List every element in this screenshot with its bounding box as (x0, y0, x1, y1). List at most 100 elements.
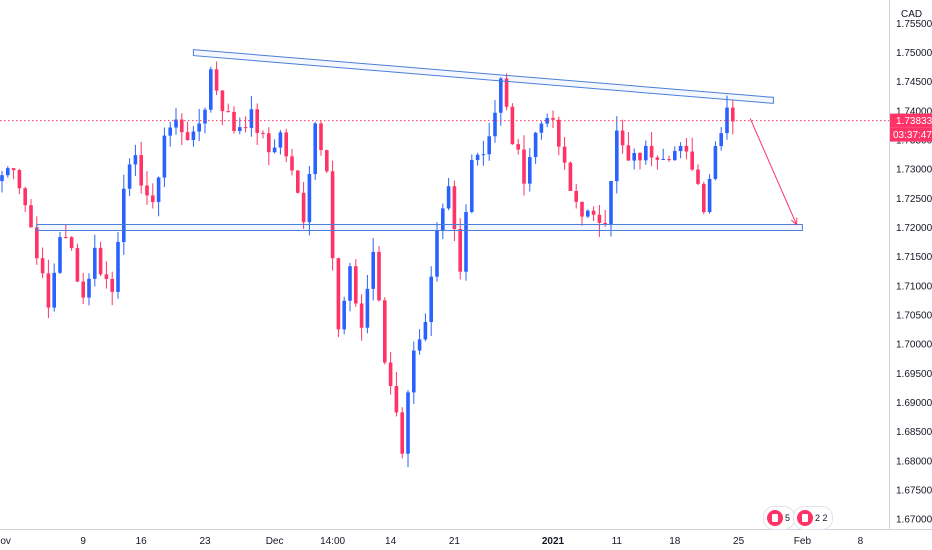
candle-body (412, 350, 416, 393)
candle-body (609, 181, 613, 225)
candle-body (40, 258, 45, 274)
candle-body (702, 183, 706, 213)
candle-body (168, 127, 172, 136)
candle-body (655, 157, 660, 160)
candle-body (325, 150, 329, 172)
y-tick-label: 1.70000 (896, 340, 932, 351)
candle-body (522, 149, 526, 184)
candle-body (127, 164, 132, 189)
candle-body (620, 130, 625, 146)
candle-body (400, 412, 404, 454)
candle-body (597, 214, 602, 223)
candle-body (93, 247, 97, 279)
event-group-1[interactable]: 5 (763, 506, 796, 530)
candle-body (713, 146, 718, 179)
y-tick-label: 1.70500 (896, 310, 932, 321)
currency-label: CAD (901, 9, 922, 20)
candle-body (29, 205, 33, 228)
last-price-tag: 1.73833 (890, 113, 932, 128)
time-axis[interactable]: Nov 9 16 23 Dec 14:00 14 21 2021 11 18 25 Feb 8 (0, 536, 864, 547)
candle-body (104, 274, 109, 279)
candle-body (441, 208, 445, 231)
candle-body (58, 237, 62, 273)
candle-body (690, 151, 694, 170)
candle-body (197, 123, 201, 132)
candle-body (615, 130, 619, 182)
candle-body (162, 135, 167, 178)
candle-body (528, 157, 532, 184)
candle-body (185, 132, 190, 140)
candle-body (446, 186, 451, 209)
y-tick-label: 1.75000 (896, 48, 932, 59)
x-tick-label: 25 (733, 536, 745, 547)
candle-body (539, 123, 544, 133)
candle-body (243, 127, 248, 129)
candle-body (209, 69, 213, 110)
candle-body (336, 258, 341, 330)
candles-layer (0, 61, 735, 468)
candle-body (551, 118, 555, 120)
candle-body (510, 106, 515, 145)
candle-body (394, 386, 399, 413)
candle-body (632, 153, 636, 161)
candle-body (278, 132, 283, 148)
x-tick-label: 18 (669, 536, 681, 547)
drawings-layer (36, 49, 803, 232)
candle-body (23, 188, 27, 206)
x-tick-label: 14:00 (320, 536, 345, 547)
event-group-2[interactable]: 2 2 (793, 506, 833, 530)
candle-body (180, 119, 184, 133)
y-tick-label: 1.67000 (896, 515, 932, 526)
candle-body (238, 127, 242, 131)
y-tick-label: 1.69000 (896, 398, 932, 409)
candle-body (562, 146, 567, 163)
candle-body (429, 276, 433, 322)
y-tick-label: 1.74000 (896, 106, 932, 117)
x-tick-label: Nov (0, 536, 11, 547)
x-tick-label: 8 (858, 536, 864, 547)
candle-body (493, 112, 497, 137)
candle-body (6, 168, 10, 176)
candle-body (644, 145, 648, 161)
candle-body (313, 123, 317, 175)
candle-body (586, 210, 590, 217)
candle-body (52, 272, 56, 308)
last-price-value: 1.73833 (896, 116, 932, 127)
candle-body (499, 78, 503, 113)
candle-body (574, 190, 578, 202)
candle-body (388, 362, 393, 387)
candle-body (156, 177, 161, 203)
candle-body (133, 155, 138, 165)
candle-body (301, 192, 306, 223)
candle-body (504, 78, 509, 107)
candle-body (261, 132, 265, 134)
candle-body (139, 155, 143, 186)
candle-body (435, 230, 439, 277)
candle-body (470, 160, 474, 212)
candle-body (220, 90, 225, 112)
y-tick-label: 1.72000 (896, 223, 932, 234)
canada-flag-icon (797, 510, 813, 526)
forecast-arrow-head (790, 217, 798, 226)
candle-body (696, 169, 700, 184)
price-axis[interactable]: 1.755001.750001.745001.740001.735001.730… (896, 19, 932, 526)
candle-body (591, 210, 596, 215)
candle-body (81, 281, 85, 298)
candle-body (87, 278, 91, 298)
x-tick-label: 9 (80, 536, 86, 547)
candle-body (232, 111, 236, 131)
candle-body (151, 195, 155, 203)
candle-body (545, 118, 549, 124)
candle-body (678, 145, 683, 152)
candle-body (417, 339, 422, 351)
candle-body (603, 222, 607, 225)
y-tick-label: 1.67500 (896, 485, 932, 496)
candle-body (11, 168, 16, 171)
x-tick-label: 21 (449, 536, 461, 547)
candle-body (330, 171, 335, 259)
candle-body (17, 170, 22, 189)
candle-body (487, 136, 491, 155)
x-tick-label: 2021 (542, 536, 565, 547)
y-tick-label: 1.73000 (896, 165, 932, 176)
